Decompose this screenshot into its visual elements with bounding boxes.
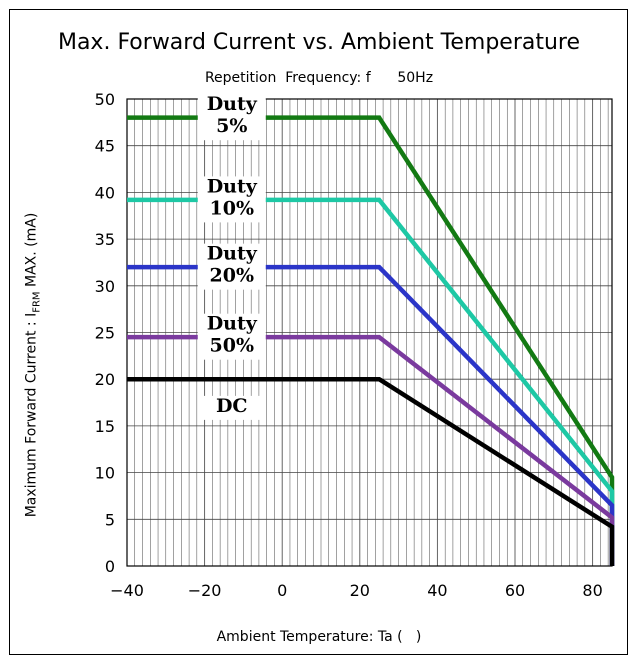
x-tick-label: 80 [582, 581, 602, 600]
y-tick-label: 0 [105, 557, 115, 576]
y-tick-label: 10 [95, 464, 115, 483]
annotation-background [197, 176, 266, 223]
annotation-label: 20% [210, 265, 255, 287]
annotation-label: Duty [207, 93, 258, 115]
chart-title: Max. Forward Current vs. Ambient Tempera… [57, 30, 581, 55]
annotation-background [197, 395, 266, 420]
y-tick-label: 25 [95, 324, 115, 343]
y-tick-label: 40 [95, 183, 115, 202]
y-tick-label: 50 [95, 90, 115, 109]
annotation-label: Duty [207, 313, 258, 335]
annotation-background [197, 243, 266, 290]
y-tick-label: 5 [105, 510, 115, 529]
x-axis-label: Ambient Temperature: Ta ( ) [216, 629, 422, 645]
series-line [127, 376, 615, 566]
plot-border [126, 98, 613, 567]
y-tick-label: 45 [95, 137, 115, 156]
annotation-label: Duty [207, 243, 258, 265]
x-tick-label: 60 [505, 581, 525, 600]
y-tick-label: 35 [95, 230, 115, 249]
annotation-label: 5% [216, 115, 247, 137]
series-line [127, 334, 615, 566]
annotation-label: 50% [210, 335, 255, 357]
annotation-label: 10% [210, 197, 255, 219]
y-tick-label: 20 [95, 370, 115, 389]
x-tick-label: 0 [277, 581, 287, 600]
annotation-label: Duty [207, 175, 258, 197]
x-tick-label: 20 [350, 581, 370, 600]
x-tick-label: −20 [188, 581, 222, 600]
annotation-background [197, 313, 266, 360]
annotation-label: DC [216, 395, 248, 417]
chart-subtitle: Repetition Frequency: f 50Hz [204, 70, 434, 86]
x-tick-label: 40 [427, 581, 447, 600]
annotation-background [197, 94, 266, 141]
x-tick-label: −40 [110, 581, 144, 600]
y-tick-label: 30 [95, 277, 115, 296]
y-tick-label: 15 [95, 417, 115, 436]
